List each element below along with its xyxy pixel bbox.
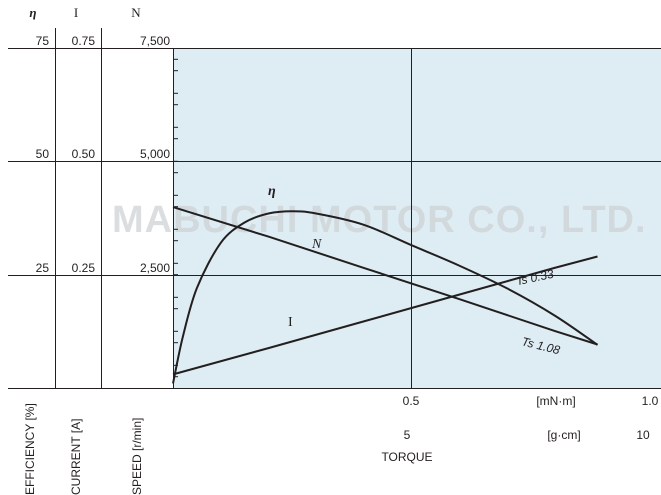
speed-curve: [172, 206, 598, 346]
y-tick-labels: 75 0.75 7,500 50 0.50 5,000 25 0.25 2,50…: [36, 34, 171, 275]
x-axis-title: TORQUE: [381, 450, 432, 464]
x-tick-mnm-1-0: 1.0: [642, 394, 659, 408]
efficiency-tick-25: 25: [36, 261, 50, 275]
series-layer: [172, 206, 599, 384]
watermark-text: MABUCHI MOTOR CO., LTD.: [112, 199, 647, 241]
x-unit-mnm: [mN·m]: [536, 394, 575, 408]
speed-axis-label: SPEED [r/min]: [130, 418, 144, 495]
current-tick-050: 0.50: [72, 147, 96, 161]
current-curve: [172, 255, 598, 376]
efficiency-curve: [172, 210, 599, 384]
efficiency-axis-label: EFFICIENCY [%]: [23, 403, 37, 495]
column-header-efficiency: η: [29, 5, 36, 20]
current-tick-075: 0.75: [72, 34, 96, 48]
efficiency-curve-label: η: [268, 184, 276, 199]
current-curve-label: I: [288, 315, 293, 330]
column-header-current: I: [74, 5, 78, 20]
speed-tick-5000: 5,000: [140, 147, 170, 161]
speed-tick-2500: 2,500: [140, 261, 170, 275]
column-header-speed: N: [131, 5, 141, 20]
speed-curve-label: N: [311, 237, 322, 252]
x-tick-mnm-0-5: 0.5: [403, 394, 420, 408]
x-unit-gcm: [g·cm]: [547, 428, 580, 442]
x-tick-gcm-10: 10: [636, 428, 650, 442]
current-tick-025: 0.25: [72, 261, 96, 275]
speed-tick-7500: 7,500: [140, 34, 170, 48]
current-axis-label: CURRENT [A]: [69, 419, 83, 495]
efficiency-tick-75: 75: [36, 34, 50, 48]
x-tick-gcm-5: 5: [404, 428, 411, 442]
efficiency-tick-50: 50: [36, 147, 50, 161]
